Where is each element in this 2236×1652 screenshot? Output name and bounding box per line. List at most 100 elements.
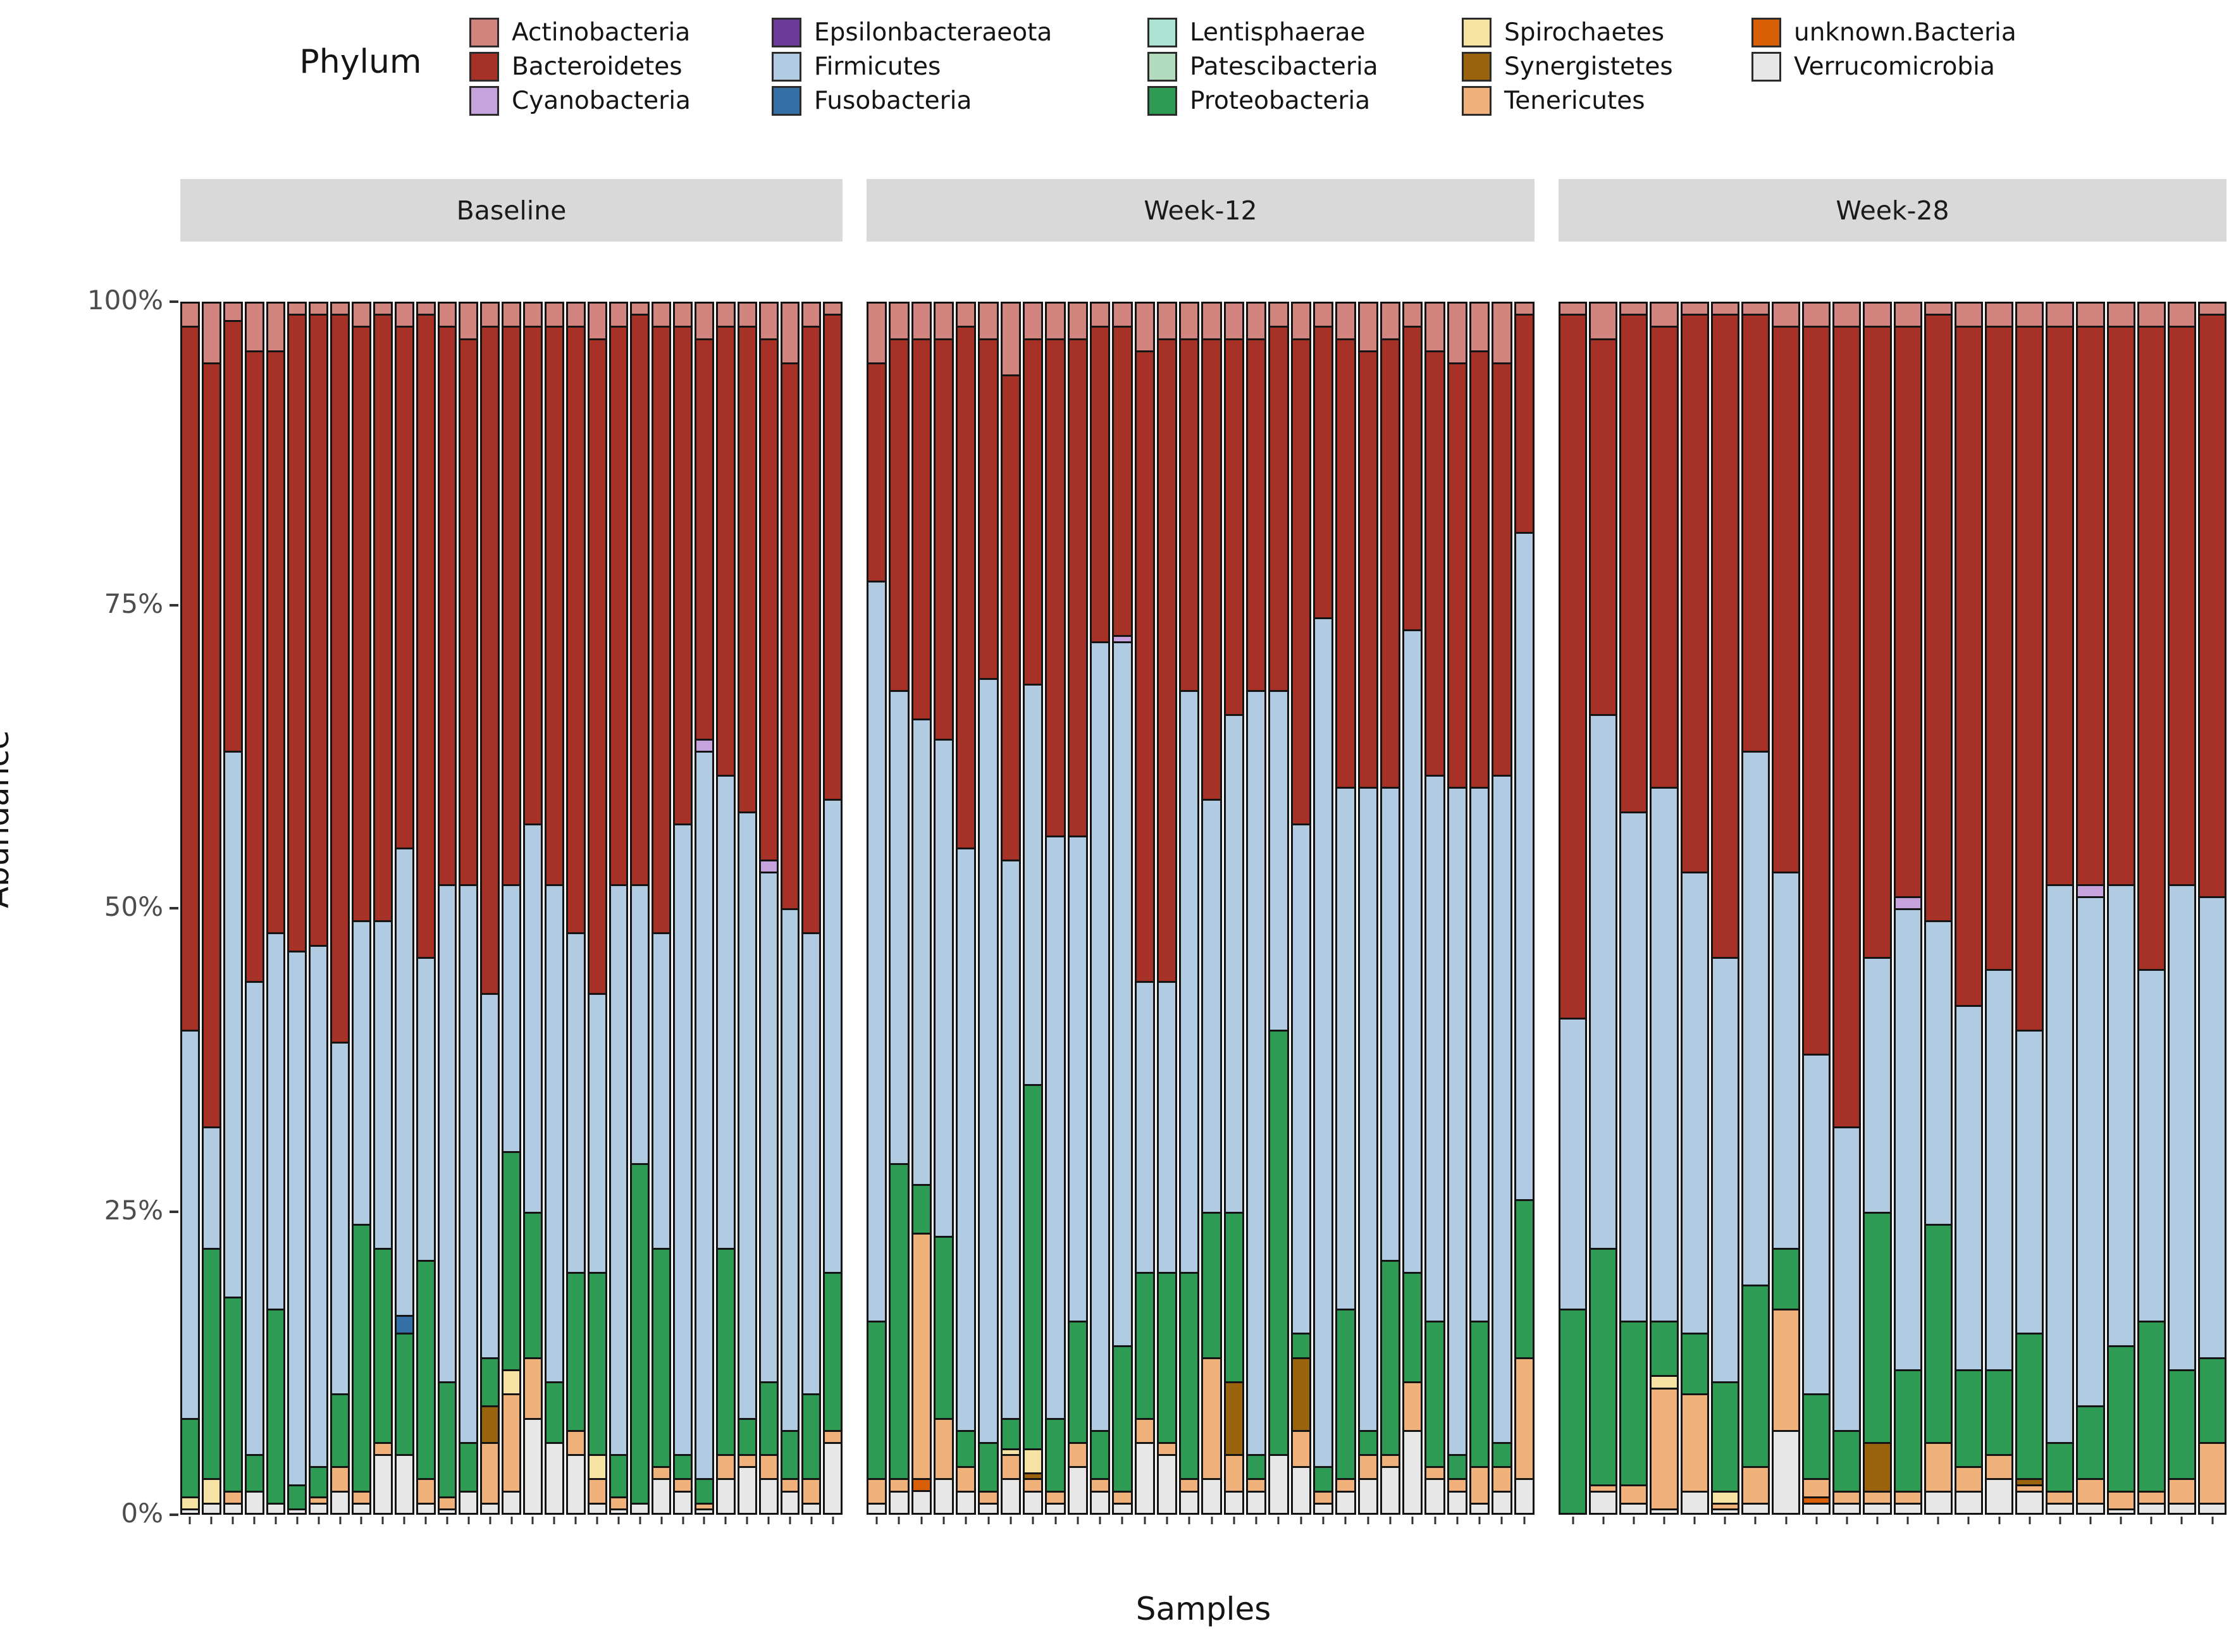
segment-actinobacteria [911, 302, 932, 339]
segment-actinobacteria [1246, 302, 1267, 338]
sample-stacked-bar [1268, 302, 1289, 1515]
segment-proteobacteria [394, 1333, 414, 1455]
segment-proteobacteria [652, 1248, 672, 1467]
x-tick-mark [330, 1517, 350, 1524]
segment-tenericutes [1402, 1381, 1423, 1430]
segment-tenericutes [1045, 1490, 1066, 1503]
sample-stacked-bar [1741, 302, 1770, 1515]
segment-firmicutes [1650, 787, 1679, 1321]
x-tick-mark [459, 1517, 478, 1524]
segment-tenericutes [1984, 1454, 2014, 1479]
legend-item-label: Proteobacteria [1190, 87, 1371, 115]
segment-bacteroidetes [1424, 350, 1445, 775]
segment-verrucomicrobia [544, 1441, 564, 1515]
segment-bacteroidetes [1559, 314, 1588, 1018]
segment-actinobacteria [1984, 302, 2014, 326]
segment-actinobacteria [1447, 302, 1468, 362]
segment-firmicutes [330, 1041, 350, 1394]
segment-unknown-bacteria [1802, 1496, 1831, 1503]
segment-bacteroidetes [1313, 326, 1334, 617]
segment-tenericutes [2106, 1490, 2135, 1509]
segment-tenericutes [565, 1429, 586, 1455]
segment-spirochaetes [1023, 1448, 1044, 1472]
legend-item-label: Patescibacteria [1190, 52, 1378, 81]
x-tick-mark [502, 1517, 521, 1524]
segment-spirochaetes [1710, 1490, 1739, 1503]
segment-firmicutes [758, 872, 779, 1382]
segment-actinobacteria [1802, 302, 1831, 326]
segment-verrucomicrobia [1045, 1502, 1066, 1515]
x-tick-mark [1619, 1517, 1648, 1524]
segment-bacteroidetes [1589, 338, 1618, 715]
segment-actinobacteria [1335, 302, 1356, 338]
sample-stacked-bar [1112, 302, 1133, 1515]
sample-stacked-bar [502, 302, 521, 1515]
segment-actinobacteria [1089, 302, 1111, 326]
segment-bacteroidetes [933, 338, 954, 739]
segment-bacteroidetes [2197, 314, 2227, 896]
legend-item-label: Actinobacteria [512, 18, 691, 47]
x-tick-mark [911, 1517, 932, 1524]
legend-item-label: Epsilonbacteraeota [814, 18, 1053, 47]
legend-item-tenericutes: Tenericutes [1462, 86, 1673, 116]
segment-bacteroidetes [1893, 326, 1922, 896]
x-tick-mark [1559, 1517, 1587, 1524]
sample-stacked-bar [1650, 302, 1679, 1515]
segment-firmicutes [1771, 872, 1801, 1248]
segment-verrucomicrobia [715, 1478, 736, 1515]
sample-stacked-bar [1863, 302, 1892, 1515]
segment-actinobacteria [867, 302, 887, 362]
x-tick-mark [1424, 1517, 1445, 1524]
sample-stacked-bar [1246, 302, 1267, 1515]
segment-verrucomicrobia [480, 1502, 500, 1515]
segment-verrucomicrobia [867, 1502, 887, 1515]
segment-verrucomicrobia [1893, 1502, 1922, 1515]
segment-verrucomicrobia [266, 1502, 286, 1515]
segment-proteobacteria [1680, 1333, 1709, 1394]
segment-tenericutes [416, 1478, 436, 1503]
x-tick-mark [2107, 1517, 2135, 1524]
segment-actinobacteria [287, 302, 307, 314]
segment-proteobacteria [459, 1441, 479, 1491]
segment-actinobacteria [2197, 302, 2227, 314]
segment-verrucomicrobia [2197, 1502, 2227, 1515]
segment-firmicutes [1589, 714, 1618, 1248]
sample-stacked-bar [1984, 302, 2014, 1515]
x-tick-mark [1068, 1517, 1088, 1524]
segment-actinobacteria [889, 302, 910, 338]
segment-bacteroidetes [715, 326, 736, 775]
y-tick-mark [170, 907, 178, 909]
segment-verrucomicrobia [1357, 1478, 1378, 1515]
segment-tenericutes [1380, 1454, 1401, 1467]
segment-tenericutes [911, 1233, 932, 1478]
segment-proteobacteria [2046, 1441, 2075, 1491]
segment-firmicutes [715, 775, 736, 1248]
x-tick-mark [695, 1517, 714, 1524]
segment-bacteroidetes [1954, 326, 1983, 1006]
legend-key-swatch-icon [1462, 52, 1492, 82]
segment-bacteroidetes [180, 326, 200, 1030]
legend-item-label: Firmicutes [814, 52, 941, 81]
segment-actinobacteria [1223, 302, 1245, 338]
x-axis-title: Samples [1135, 1591, 1271, 1627]
segment-proteobacteria [201, 1248, 221, 1479]
sample-stacked-bar [1023, 302, 1044, 1515]
segment-tenericutes [1290, 1429, 1311, 1467]
segment-proteobacteria [437, 1381, 457, 1497]
sample-stacked-bar [1201, 302, 1222, 1515]
y-tick-mark [170, 1513, 178, 1516]
x-tick-mark [352, 1517, 371, 1524]
segment-actinobacteria [1832, 302, 1862, 326]
segment-proteobacteria [1650, 1321, 1679, 1376]
segment-bacteroidetes [2167, 326, 2196, 884]
x-tick-mark [1090, 1517, 1110, 1524]
sample-stacked-bar [1223, 302, 1245, 1515]
segment-proteobacteria [695, 1478, 714, 1503]
x-tick-mark [1832, 1517, 1861, 1524]
x-tick-mark [1179, 1517, 1199, 1524]
segment-tenericutes [330, 1466, 350, 1491]
segment-tenericutes [1589, 1484, 1618, 1491]
segment-tenericutes [352, 1490, 371, 1503]
segment-verrucomicrobia [737, 1466, 757, 1515]
segment-proteobacteria [1357, 1429, 1378, 1455]
